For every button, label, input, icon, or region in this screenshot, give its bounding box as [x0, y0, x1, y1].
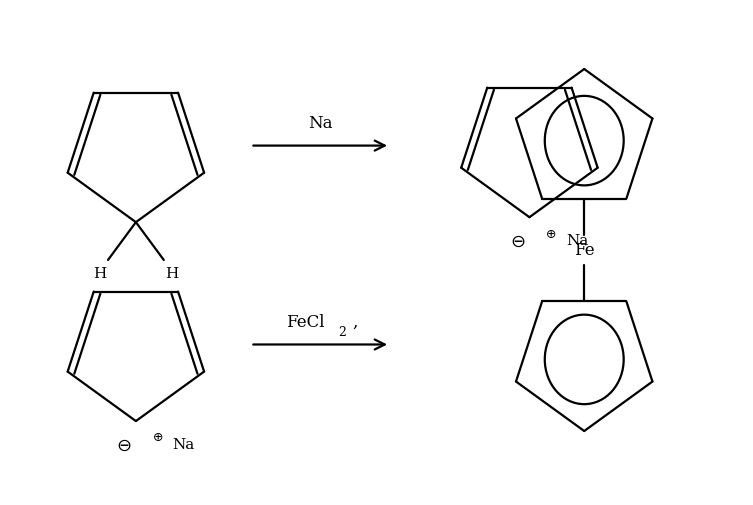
- Text: 2: 2: [338, 326, 346, 339]
- Text: ⊕: ⊕: [153, 431, 163, 444]
- Text: Na: Na: [308, 115, 333, 132]
- Text: Na: Na: [172, 438, 195, 452]
- Text: ⊖: ⊖: [117, 437, 132, 455]
- Text: FeCl: FeCl: [286, 314, 325, 331]
- Text: ⊖: ⊖: [510, 233, 525, 251]
- Text: Na: Na: [566, 234, 588, 248]
- Text: ,: ,: [352, 314, 358, 331]
- Text: H: H: [93, 267, 107, 281]
- Text: ⊕: ⊕: [546, 228, 556, 240]
- Text: H: H: [165, 267, 178, 281]
- Text: Fe: Fe: [574, 241, 595, 259]
